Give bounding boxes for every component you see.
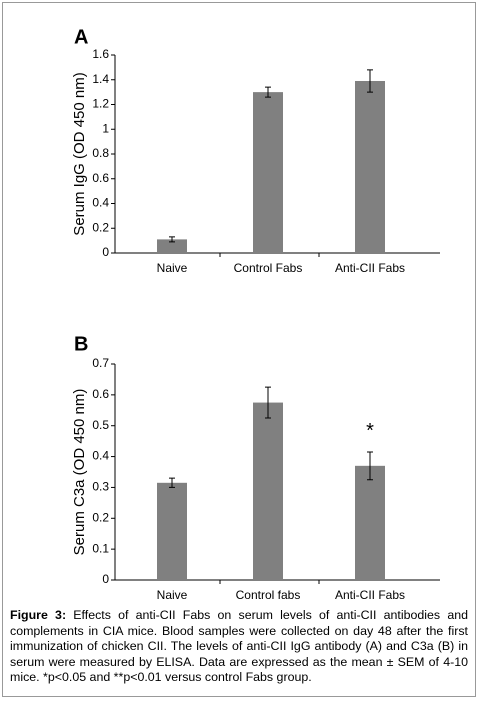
panel-label: B bbox=[74, 333, 88, 355]
y-tick-label: 0 bbox=[102, 572, 109, 586]
x-tick-label: Control Fabs bbox=[234, 261, 303, 275]
error-bar bbox=[367, 451, 373, 481]
bar bbox=[355, 465, 385, 580]
error-bar bbox=[265, 86, 271, 98]
y-tick-label: 0.4 bbox=[92, 196, 109, 210]
y-tick-label: 1.4 bbox=[92, 72, 109, 86]
error-bar bbox=[367, 69, 373, 93]
figure-frame bbox=[2, 2, 476, 697]
bar bbox=[157, 482, 187, 580]
x-tick-label: Anti-CII Fabs bbox=[335, 261, 405, 275]
y-tick-label: 0.8 bbox=[92, 146, 109, 160]
error-bar bbox=[169, 236, 175, 243]
y-tick-label: 0.7 bbox=[92, 356, 109, 370]
caption: Figure 3: Effects of anti-CII Fabs on se… bbox=[10, 608, 468, 686]
bar bbox=[253, 402, 283, 580]
y-tick-label: 0 bbox=[102, 245, 109, 259]
x-tick-label: Control fabs bbox=[236, 588, 301, 602]
y-tick-label: 0.2 bbox=[92, 510, 109, 524]
bar bbox=[355, 80, 385, 253]
charts: A Serum IgG (OD 450 nm) 0 0.2 0.4 0.6 0.8 1 1.2 1… bbox=[71, 26, 440, 602]
panel-label: A bbox=[74, 26, 88, 48]
y-tick-label: 0.6 bbox=[92, 387, 109, 401]
annotation: * bbox=[366, 420, 374, 442]
y-tick-label: 0.6 bbox=[92, 171, 109, 185]
bar bbox=[157, 239, 187, 253]
y-tick-label: 0.3 bbox=[92, 480, 109, 494]
caption-text: Effects of anti-CII Fabs on serum levels… bbox=[10, 608, 468, 684]
caption-label: Figure 3: bbox=[10, 608, 67, 622]
x-tick-label: Naive bbox=[157, 261, 188, 275]
y-tick-label: 1 bbox=[102, 121, 109, 135]
bar bbox=[253, 92, 283, 253]
y-tick-label: 1.2 bbox=[92, 97, 109, 111]
y-tick-label: 0.5 bbox=[92, 418, 109, 432]
y-tick-label: 1.6 bbox=[92, 47, 109, 61]
error-bar bbox=[265, 386, 271, 419]
y-axis-label: Serum C3a (OD 450 nm) bbox=[71, 389, 88, 556]
y-tick-label: 0.2 bbox=[92, 220, 109, 234]
x-tick-label: Naive bbox=[157, 588, 188, 602]
error-bar bbox=[169, 477, 175, 488]
y-tick-label: 0.1 bbox=[92, 541, 109, 555]
y-axis-label: Serum IgG (OD 450 nm) bbox=[71, 72, 88, 235]
y-tick-label: 0.4 bbox=[92, 449, 109, 463]
x-tick-label: Anti-CII Fabs bbox=[335, 588, 405, 602]
